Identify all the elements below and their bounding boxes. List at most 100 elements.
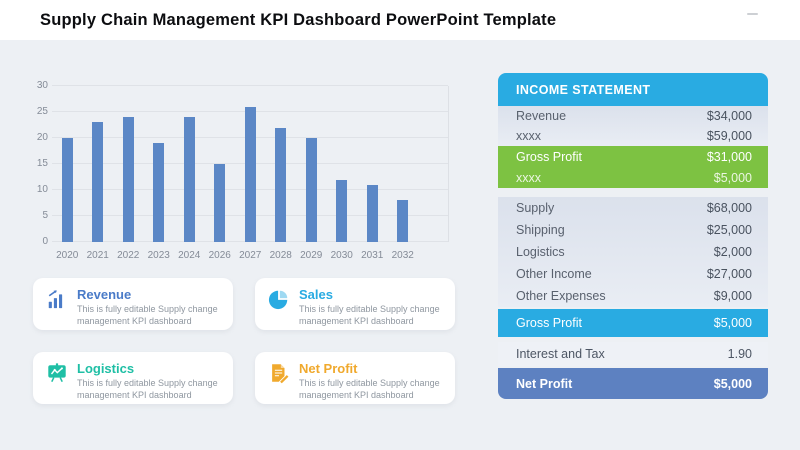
x-tick-label: 2031: [361, 250, 384, 261]
income-statement-body: Revenue $34,000 xxxx $59,000 Gross Profit $31…: [498, 106, 768, 399]
chart-bars: [52, 86, 418, 242]
chart-y-axis: 0 5 10 15 20 25 30: [34, 81, 48, 247]
card-text-block: Logistics This is fully editable Supply c…: [77, 361, 235, 404]
y-tick-label: 25: [36, 106, 48, 117]
income-row-label: Net Profit: [516, 376, 573, 391]
chart-plot-area: [52, 85, 449, 242]
dash-icon: [747, 13, 758, 15]
x-tick-label: 2021: [86, 250, 109, 261]
x-tick-label: 2030: [330, 250, 353, 261]
card-title: Net Profit: [299, 361, 358, 376]
chart-gridline: [52, 85, 448, 86]
income-row-value: $31,000: [706, 149, 752, 164]
income-row: Supply $68,000: [498, 197, 768, 219]
income-row-label: Logistics: [516, 245, 565, 259]
chart-bar: [122, 117, 134, 242]
income-row: Interest and Tax 1.90: [498, 342, 768, 366]
chart-bar-cell: [144, 86, 175, 242]
income-row: Other Income $27,000: [498, 263, 768, 285]
income-row-label: Supply: [516, 201, 555, 215]
card-text-block: Net Profit This is fully editable Supply …: [299, 361, 457, 404]
income-row-value: $34,000: [706, 109, 752, 123]
income-row-value: 1.90: [727, 347, 752, 361]
card-description: This is fully editable Supply change man…: [299, 304, 440, 326]
kpi-card-logistics: Logistics This is fully editable Supply c…: [33, 352, 233, 404]
income-row-label: Shipping: [516, 223, 565, 237]
y-tick-label: 15: [36, 158, 48, 169]
card-description: This is fully editable Supply change man…: [77, 378, 218, 400]
income-statement-panel: INCOME STATEMENT Revenue $34,000 xxxx $59,0…: [498, 73, 768, 399]
income-row: Gross Profit $5,000: [498, 309, 768, 337]
chart-bar: [214, 164, 226, 242]
income-section-blue: Net Profit $5,000: [498, 368, 768, 399]
y-tick-label: 10: [36, 184, 48, 195]
chart-bar: [244, 106, 256, 242]
chart-bar: [275, 127, 287, 242]
y-tick-label: 0: [42, 236, 48, 247]
income-row-label: Gross Profit: [516, 149, 582, 164]
income-row-value: $5,000: [713, 376, 752, 391]
income-row-value: $5,000: [713, 316, 752, 330]
income-row-label: Other Expenses: [516, 289, 606, 303]
income-row: xxxx $59,000: [498, 126, 768, 146]
income-section-cyan: Gross Profit $5,000: [498, 309, 768, 337]
card-title: Revenue: [77, 287, 132, 302]
chart-bar: [61, 138, 73, 242]
chart-bar-cell: [83, 86, 114, 242]
chart-bar-cell: [266, 86, 297, 242]
bar-chart: 0 5 10 15 20 25 30 2020 2021 2022 2023 2024 2026 202…: [34, 81, 454, 264]
card-text-block: Sales This is fully editable Supply chang…: [299, 287, 457, 330]
income-row: Other Expenses $9,000: [498, 285, 768, 307]
income-row-label: xxxx: [516, 170, 541, 185]
income-row: Revenue $34,000: [498, 106, 768, 126]
page-title: Supply Chain Management KPI Dashboard Po…: [40, 11, 557, 29]
chart-bar: [92, 122, 104, 242]
income-row-value: $25,000: [706, 223, 752, 237]
income-section-muted: Interest and Tax 1.90: [498, 342, 768, 366]
income-row: xxxx $5,000: [498, 167, 768, 188]
card-text-block: Revenue This is fully editable Supply cha…: [77, 287, 235, 330]
income-row: Logistics $2,000: [498, 241, 768, 263]
presentation-chart-icon: [46, 361, 68, 404]
content-area: 0 5 10 15 20 25 30 2020 2021 2022 2023 2024 2026 202…: [0, 40, 800, 450]
x-tick-label: 2028: [269, 250, 292, 261]
card-description: This is fully editable Supply change man…: [77, 304, 218, 326]
x-tick-label: 2029: [300, 250, 323, 261]
income-row-label: xxxx: [516, 129, 541, 143]
x-tick-label: 2024: [178, 250, 201, 261]
kpi-card-revenue: Revenue This is fully editable Supply cha…: [33, 278, 233, 330]
y-tick-label: 30: [36, 80, 48, 91]
chart-bar: [397, 200, 409, 242]
x-tick-label: 2022: [117, 250, 140, 261]
pie-chart-icon: [268, 287, 290, 330]
income-section-green: Gross Profit $31,000 xxxx $5,000: [498, 146, 768, 188]
income-row-value: $68,000: [706, 201, 752, 215]
chart-bar: [305, 138, 317, 242]
bar-chart-arrow-icon: [46, 287, 68, 330]
chart-bar-cell: [327, 86, 358, 242]
x-tick-label: 2027: [239, 250, 262, 261]
income-row-value: $27,000: [706, 267, 752, 281]
card-title: Sales: [299, 287, 333, 302]
income-statement-header: INCOME STATEMENT: [498, 73, 768, 106]
kpi-cards: Revenue This is fully editable Supply cha…: [33, 278, 455, 404]
document-pencil-icon: [268, 361, 290, 404]
income-row: Net Profit $5,000: [498, 368, 768, 399]
income-row-label: Other Income: [516, 267, 592, 281]
income-row: Gross Profit $31,000: [498, 146, 768, 167]
chart-bar-cell: [388, 86, 419, 242]
chart-bar-cell: [174, 86, 205, 242]
y-tick-label: 20: [36, 132, 48, 143]
x-tick-label: 2020: [56, 250, 79, 261]
chart-bar-cell: [52, 86, 83, 242]
chart-bar: [153, 143, 165, 242]
chart-bar-cell: [205, 86, 236, 242]
card-description: This is fully editable Supply change man…: [299, 378, 440, 400]
chart-bar: [366, 184, 378, 242]
income-row-value: $5,000: [713, 170, 752, 185]
x-tick-label: 2026: [208, 250, 231, 261]
title-bar: Supply Chain Management KPI Dashboard Po…: [0, 0, 800, 40]
x-tick-label: 2023: [147, 250, 170, 261]
kpi-card-net-profit: Net Profit This is fully editable Supply …: [255, 352, 455, 404]
